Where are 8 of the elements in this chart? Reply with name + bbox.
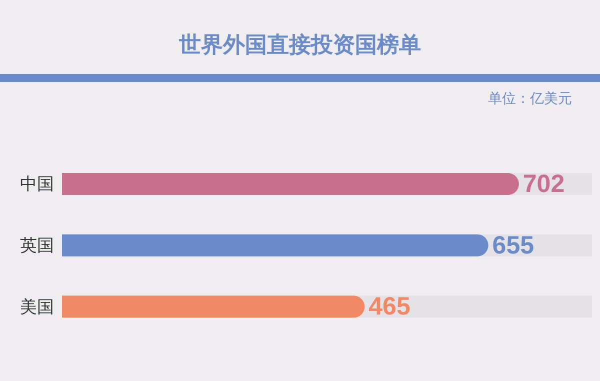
y-tick-label: 中国 (20, 174, 54, 195)
text: 单位：亿美元 (488, 90, 572, 108)
data-label: 465 (368, 292, 410, 321)
y-tick-label: 美国 (20, 297, 54, 318)
chart-title: 世界外国直接投资国榜单 (178, 32, 422, 60)
y-tick-label: 英国 (20, 236, 54, 256)
data-label: 655 (492, 231, 534, 260)
data-label: 702 (522, 170, 565, 198)
